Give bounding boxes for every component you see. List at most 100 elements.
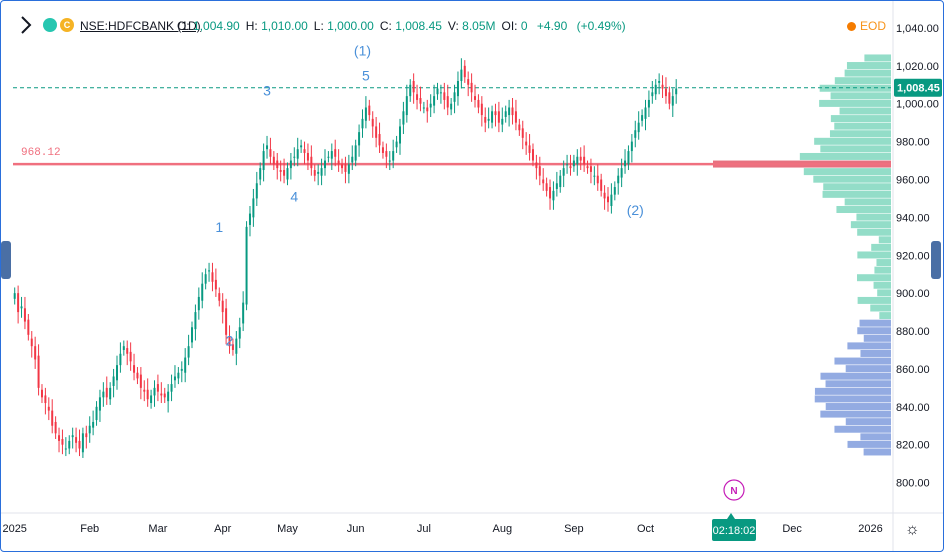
candle-body: [562, 168, 565, 176]
x-tick-label: Aug: [493, 523, 513, 535]
candle-body: [126, 348, 129, 354]
candle-body: [218, 293, 221, 301]
ohlc-key-1: H:: [245, 19, 262, 33]
candle-body: [378, 134, 381, 146]
candle-body: [528, 145, 531, 153]
volume-profile-bar: [834, 77, 891, 85]
candle-body: [115, 365, 118, 381]
candle-body: [344, 164, 347, 172]
candle-body: [361, 118, 364, 129]
candle-body: [589, 166, 592, 172]
candle-body: [511, 107, 514, 116]
candle-body: [381, 147, 384, 153]
candle-body: [37, 355, 40, 388]
candle-body: [334, 149, 337, 157]
candle-body: [146, 389, 149, 400]
collapse-chevron-icon[interactable]: [19, 15, 33, 35]
countdown-label: 02:18:02: [713, 525, 756, 537]
candle-body: [327, 156, 330, 158]
candle-body: [559, 175, 562, 188]
candle-body: [112, 376, 115, 386]
candle-body: [375, 126, 378, 138]
candle-body: [456, 80, 459, 97]
y-tick-label: 980.00: [896, 137, 930, 149]
candle-body: [518, 124, 521, 131]
candle-body: [23, 308, 26, 322]
news-badge-label: N: [730, 486, 737, 497]
candle-body: [47, 406, 50, 411]
candle-body: [293, 156, 296, 158]
candle-body: [34, 346, 37, 360]
volume-profile-bar: [834, 357, 891, 365]
candle-body: [276, 160, 279, 169]
candle-body: [81, 433, 84, 453]
candle-body: [13, 293, 16, 299]
volume-profile-bar: [847, 440, 891, 448]
x-tick-label: Mar: [148, 523, 167, 535]
volume-profile-bar: [825, 403, 891, 410]
candle-body: [317, 171, 320, 174]
candle-body: [412, 80, 415, 93]
candle-body: [641, 115, 644, 121]
candle-body: [245, 226, 248, 305]
volume-profile-bar: [830, 92, 891, 100]
candle-body: [620, 168, 623, 178]
volume-profile-bar: [856, 213, 891, 221]
wave-label: 5: [362, 67, 370, 83]
candle-body: [508, 107, 511, 116]
volume-profile-bar: [860, 349, 891, 357]
gear-icon[interactable]: ☼: [905, 521, 920, 538]
support-level-label: 968.12: [21, 147, 61, 159]
candle-body: [122, 346, 125, 350]
wave-label: (1): [354, 43, 371, 59]
candle-body: [566, 164, 569, 166]
volume-profile-bar: [863, 334, 891, 342]
left-panel-handle[interactable]: [1, 241, 11, 279]
candle-body: [58, 435, 61, 441]
change-percent: (+0.49%): [576, 19, 626, 33]
candle-body: [368, 105, 371, 116]
candle-body: [221, 300, 224, 313]
candle-body: [252, 198, 255, 218]
candle-body: [242, 302, 245, 324]
volume-profile-bar: [836, 206, 891, 213]
candle-body: [531, 149, 534, 161]
y-tick-label: 1,020.00: [896, 61, 939, 73]
candle-body: [392, 151, 395, 161]
candle-body: [668, 92, 671, 104]
candle-body: [606, 196, 609, 203]
volume-profile-bar: [876, 259, 891, 267]
volume-profile-bar: [822, 190, 891, 198]
right-panel-handle[interactable]: [931, 241, 941, 279]
eod-dot-icon: [847, 22, 856, 31]
y-tick-label: 960.00: [896, 174, 930, 186]
candle-body: [235, 338, 238, 354]
ohlc-value-4: 8.05M: [462, 19, 496, 33]
candle-body: [446, 96, 449, 108]
countdown-pointer: [727, 513, 735, 519]
y-tick-label: 920.00: [896, 250, 930, 262]
candle-body: [211, 272, 214, 282]
candle-body: [371, 118, 374, 127]
candle-body: [231, 344, 234, 350]
volume-profile-bar: [799, 152, 891, 160]
candle-body: [388, 160, 391, 162]
eod-indicator[interactable]: EOD: [847, 19, 886, 33]
candle-body: [160, 393, 163, 396]
candle-body: [514, 111, 517, 123]
symbol-title[interactable]: NSE:HDFCBANK (1D): [80, 19, 201, 33]
candle-body: [624, 160, 627, 167]
candle-body: [300, 145, 303, 148]
candle-body: [133, 365, 136, 373]
candle-body: [163, 393, 166, 398]
candle-body: [320, 168, 323, 176]
news-badge[interactable]: [723, 479, 745, 501]
candle-body: [675, 88, 678, 95]
candle-body: [572, 160, 575, 167]
candle-body: [95, 406, 98, 421]
eod-label: EOD: [860, 19, 887, 33]
currency-logo-icon: C: [60, 18, 74, 32]
candle-body: [310, 156, 313, 169]
